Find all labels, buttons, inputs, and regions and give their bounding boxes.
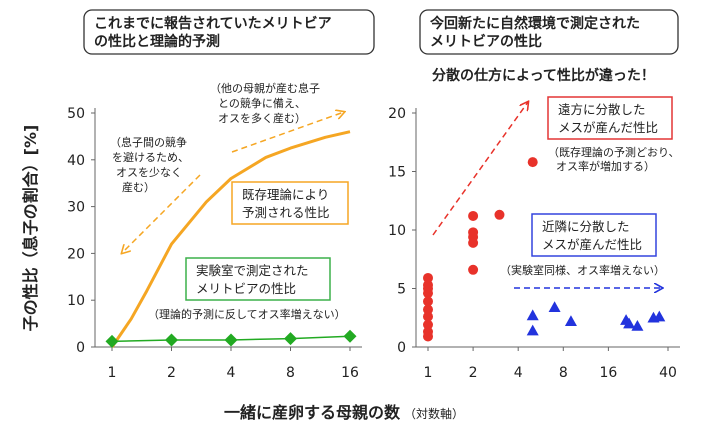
right-title-box xyxy=(419,9,679,55)
right-y-tick-label: 20 xyxy=(388,106,406,122)
left-title-box xyxy=(83,9,375,55)
red-note-line-1: （既存理論の予測どおり、 xyxy=(548,145,680,159)
lab-point xyxy=(284,332,297,346)
left-title-line-1: これまでに報告されていたメリトビア xyxy=(94,15,332,32)
right-y-tick-label: 10 xyxy=(388,223,406,239)
right-arrows xyxy=(432,102,662,288)
down-note-line-4: 産む） xyxy=(122,181,155,194)
left-x-tick-label: 8 xyxy=(286,365,295,381)
left-axes xyxy=(94,108,362,348)
far-dispersal-point xyxy=(423,279,433,290)
far-dispersal-point xyxy=(494,209,505,220)
right-title-line-2: メリトビアの性比 xyxy=(430,33,542,50)
lab-note: （理論的予測に反してオス率増えない） xyxy=(148,307,346,321)
lab-box-line-2: メリトビアの性比 xyxy=(196,281,296,296)
near-dispersal-point xyxy=(548,301,561,313)
theory-curve xyxy=(110,130,351,348)
left-x-tick-label: 2 xyxy=(167,365,176,381)
far-dispersal-point xyxy=(423,319,433,330)
near-dispersal-point xyxy=(564,315,577,327)
theory-box xyxy=(231,181,349,225)
left-y-tick-label: 0 xyxy=(76,340,85,356)
red-box-line-1: 遠方に分散した xyxy=(558,102,646,117)
up-note-line-2: との競争に備え、 xyxy=(218,96,306,110)
up-note-line-3: オスを多く産む） xyxy=(218,111,306,125)
left-panel: これまでに報告されていたメリトビア の性比と理論的予測 0 10 20 30 40 50 1… xyxy=(67,9,375,381)
blue-box-line-2: メスが産んだ性比 xyxy=(542,237,642,252)
right-series xyxy=(423,157,666,342)
right-title-line-1: 今回新たに自然環境で測定された xyxy=(429,15,640,32)
theory-box-line-1: 既存理論により xyxy=(242,187,329,202)
right-y-tick-label: 15 xyxy=(388,165,406,181)
near-dispersal-point xyxy=(631,319,644,331)
left-y-tick-label: 20 xyxy=(67,246,85,262)
x-axis-label-note: （対数軸） xyxy=(404,406,464,421)
x-axis-label: 一緒に産卵する母親の数 xyxy=(224,403,401,422)
left-x-tick-label: 16 xyxy=(341,365,359,381)
theory-box-line-2: 予測される性比 xyxy=(242,205,330,220)
blue-box xyxy=(531,213,657,257)
near-dispersal-point xyxy=(526,309,539,321)
right-panel: 今回新たに自然環境で測定された メリトビアの性比 分散の仕方によって性比が違った… xyxy=(388,9,680,381)
right-x-tick-label: 40 xyxy=(659,365,677,381)
y-axis-label: 子の性比（息子の割合）[%] xyxy=(21,125,40,332)
down-arrow xyxy=(122,174,201,253)
left-y-tick-label: 50 xyxy=(67,106,85,122)
left-ticks: 0 10 20 30 40 50 1 2 4 8 16 xyxy=(67,106,359,381)
left-x-tick-label: 1 xyxy=(108,365,117,381)
right-axes xyxy=(415,108,680,348)
right-y-tick-label: 5 xyxy=(397,282,406,298)
right-x-tick-label: 8 xyxy=(559,365,568,381)
left-y-tick-label: 10 xyxy=(67,293,85,309)
lab-point xyxy=(224,333,238,347)
red-trend-arrow xyxy=(432,102,528,236)
red-box xyxy=(547,96,673,140)
far-dispersal-point xyxy=(468,227,479,238)
right-x-tick-label: 2 xyxy=(469,365,478,381)
right-x-tick-label: 1 xyxy=(424,365,433,381)
far-dispersal-point xyxy=(468,210,479,221)
blue-box-line-1: 近隣に分散した xyxy=(542,219,630,234)
red-note-line-2: オス率が増加する） xyxy=(556,159,655,173)
lab-box-line-1: 実験室で測定された xyxy=(196,263,309,278)
down-note-line-2: を避けるため、 xyxy=(112,150,189,164)
left-title-line-2: の性比と理論的予測 xyxy=(94,33,220,50)
far-dispersal-point xyxy=(423,304,433,315)
lab-point xyxy=(105,334,119,348)
left-y-tick-label: 30 xyxy=(67,200,85,216)
left-series xyxy=(105,130,357,348)
near-dispersal-point xyxy=(653,310,666,322)
right-subtitle: 分散の仕方によって性比が違った！ xyxy=(432,67,655,84)
far-dispersal-point xyxy=(423,311,433,322)
far-dispersal-point xyxy=(423,296,433,307)
far-dispersal-point xyxy=(423,272,433,283)
right-x-tick-label: 4 xyxy=(514,365,523,381)
right-x-tick-label: 16 xyxy=(599,365,617,381)
far-dispersal-point xyxy=(423,326,433,337)
up-note-line-1: （他の母親が産む息子 xyxy=(210,81,320,95)
lab-point xyxy=(343,329,357,343)
left-y-tick-label: 40 xyxy=(67,153,85,169)
blue-note: （実験室同様、オス率増えない） xyxy=(500,263,665,277)
down-note-line-1: （息子間の競争 xyxy=(110,135,187,149)
red-box-line-2: メスが産んだ性比 xyxy=(558,120,658,135)
lab-box xyxy=(185,257,331,301)
near-dispersal-point xyxy=(623,317,636,329)
near-dispersal-point xyxy=(526,324,539,336)
left-arrows xyxy=(122,112,344,253)
right-y-tick-label: 0 xyxy=(397,340,406,356)
far-dispersal-point xyxy=(468,264,479,275)
far-dispersal-point xyxy=(527,157,538,168)
lab-point xyxy=(165,333,178,347)
left-x-tick-label: 4 xyxy=(227,365,236,381)
down-note-line-3: オスを少なく xyxy=(116,166,182,179)
